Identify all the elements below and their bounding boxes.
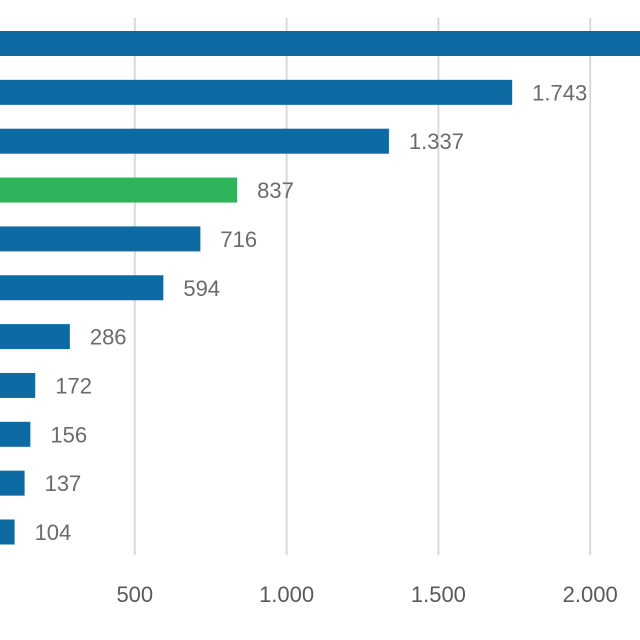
data-label-4: 716 [220,227,257,252]
x-axis-ticks: 500 1.000 1.500 2.000 [116,582,617,607]
data-label-7: 172 [55,373,92,398]
bar-10 [0,519,15,545]
data-label-10: 104 [35,520,72,545]
bar-3 [0,177,238,203]
data-label-8: 156 [50,422,87,447]
bar-4 [0,226,201,252]
bar-2 [0,128,389,154]
x-tick-label-1: 1.000 [259,582,314,607]
data-label-9: 137 [45,471,82,496]
bar-1 [0,79,513,105]
bar-8 [0,421,31,447]
data-label-2: 1.337 [409,129,464,154]
data-label-5: 594 [183,276,220,301]
x-tick-label-2: 1.500 [411,582,466,607]
data-label-3: 837 [257,178,294,203]
bar-6 [0,324,70,350]
bar-0 [0,31,640,56]
x-tick-label-3: 2.000 [563,582,618,607]
bar-9 [0,470,25,496]
data-label-1: 1.743 [532,80,587,105]
bar-7 [0,372,36,398]
data-label-6: 286 [90,325,127,350]
bar-5 [0,275,164,301]
bars [0,31,640,545]
x-tick-label-0: 500 [116,582,153,607]
